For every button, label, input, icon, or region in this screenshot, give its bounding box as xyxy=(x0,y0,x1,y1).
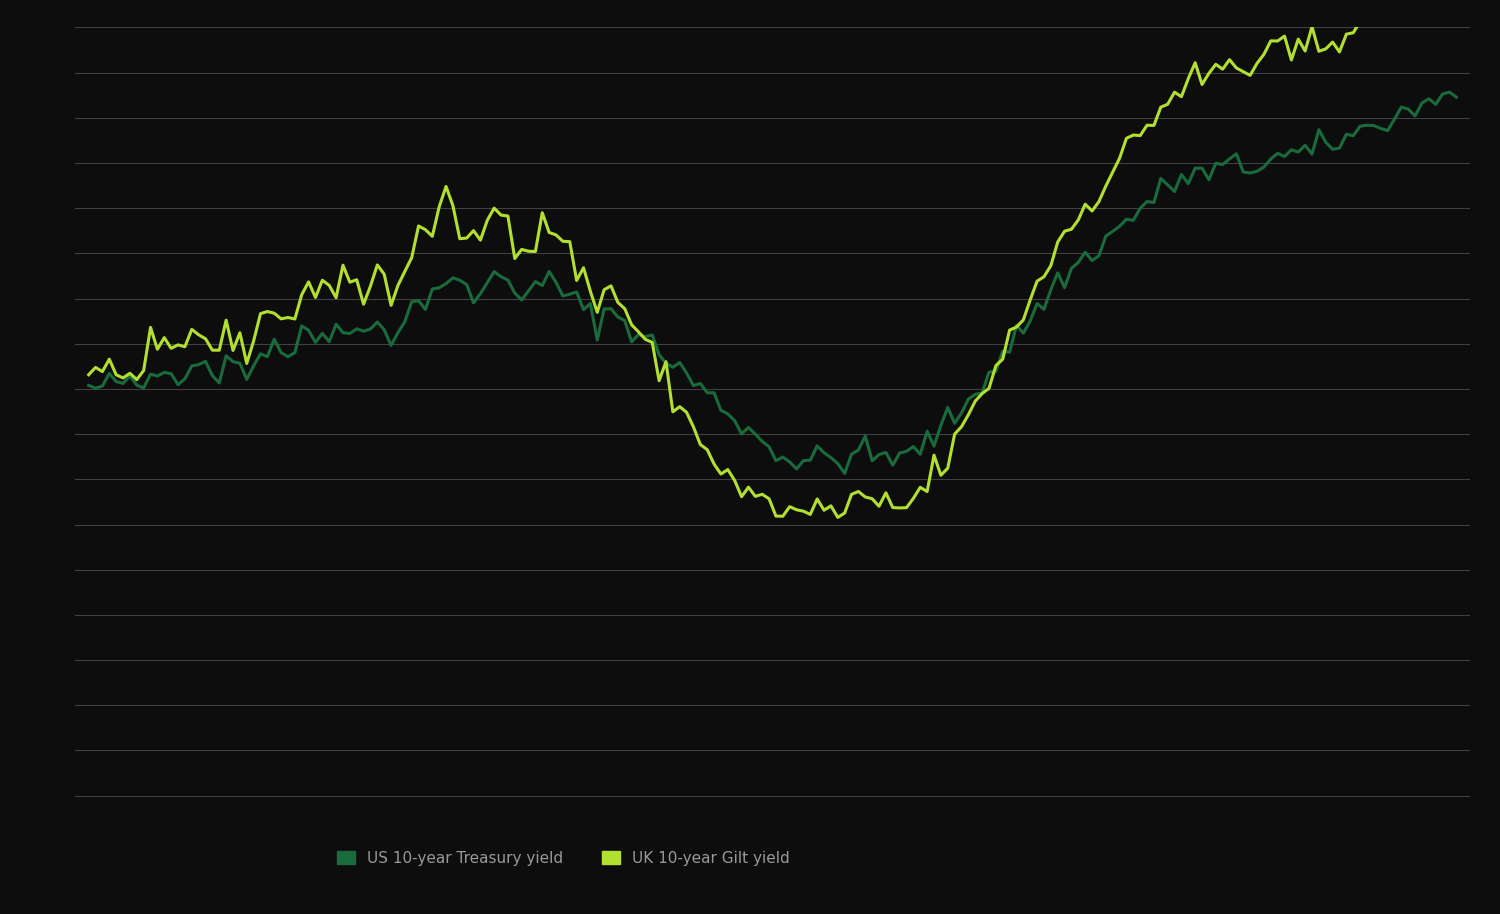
Legend: US 10-year Treasury yield, UK 10-year Gilt yield: US 10-year Treasury yield, UK 10-year Gi… xyxy=(336,851,790,866)
